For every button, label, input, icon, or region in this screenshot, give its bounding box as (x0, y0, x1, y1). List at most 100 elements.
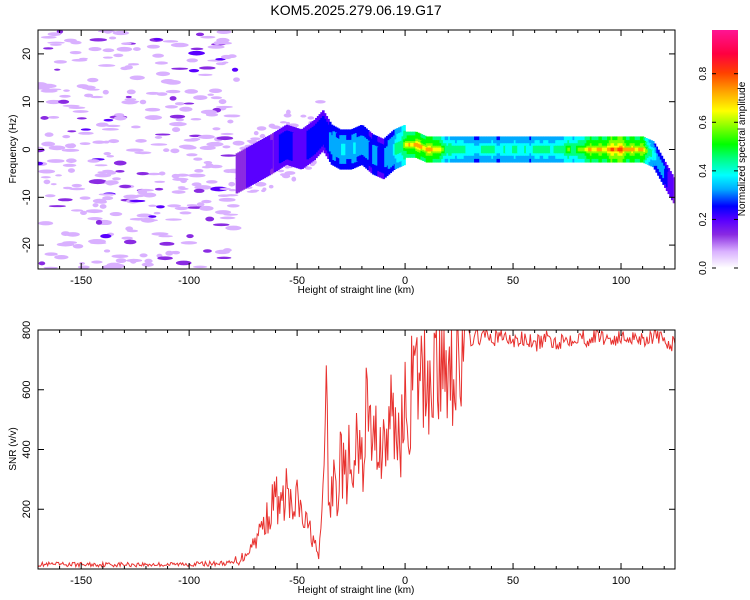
spectrogram-ridge-cell (491, 145, 494, 154)
spectrogram-halo-blob (283, 113, 292, 118)
spectrogram-ridge-cell (489, 145, 493, 154)
spectrogram-ridge-cell (356, 137, 360, 157)
spectrogram-noise-blob (61, 231, 71, 236)
spectrogram-noise-blob (96, 122, 109, 127)
spectrogram-ridge-cell (465, 145, 469, 154)
spectrogram-noise-blob (172, 127, 181, 133)
spectrogram-ridge-cell (439, 147, 443, 152)
spectrogram-ridge-cell (346, 139, 349, 160)
spectrogram-noise-blob (62, 134, 71, 139)
spectrogram-noise-blob (167, 204, 182, 208)
spectrogram-noise-blob (90, 95, 104, 99)
spectrogram-ridge-cell (645, 149, 648, 153)
spectrogram-ridge-cell (651, 150, 655, 158)
spectrogram-marks (38, 30, 675, 269)
spectrogram-noise-blob (210, 186, 228, 192)
spectrogram-noise-blob (101, 128, 119, 131)
spectrogram-noise-blob (115, 170, 125, 173)
spectrogram-noise-blob (190, 118, 202, 121)
spectrogram-noise-blob (180, 178, 187, 184)
spectrogram-noise-blob (40, 116, 49, 120)
spectrogram-noise-blob (43, 179, 51, 185)
spectrogram-noise-blob (129, 75, 145, 81)
spectrogram-noise-blob (106, 262, 122, 268)
snr-x-tick-label: 100 (612, 575, 630, 587)
spectrogram-noise-blob (103, 140, 110, 144)
spectrogram-noise-blob (195, 32, 205, 37)
spectrogram-ridge-cell (301, 134, 304, 164)
spectrogram-noise-blob (102, 89, 109, 95)
spectrogram-ridge-cell (304, 131, 308, 161)
spectrogram-ridge-cell (268, 140, 272, 170)
spectrogram-ridge-cell (413, 142, 417, 147)
spectrogram-ridge-cell (423, 146, 427, 151)
spectrogram-noise-blob (69, 143, 76, 149)
spectrogram-ridge-cell (394, 143, 398, 155)
spectrogram-noise-blob (112, 30, 129, 36)
spectrogram-noise-blob (188, 173, 206, 178)
chart-title: KOM5.2025.279.06.19.G17 (270, 2, 441, 18)
spectrogram-ridge-cell (444, 145, 448, 154)
spectrogram-noise-blob (44, 252, 58, 256)
spectrogram-noise-blob (68, 187, 86, 191)
spectrogram-ridge-cell (586, 147, 589, 152)
spectrogram-noise-blob (212, 223, 230, 227)
spectrogram-noise-blob (38, 85, 50, 90)
spectrogram-noise-blob (134, 151, 152, 155)
spectrogram-noise-blob (95, 219, 103, 225)
spectrogram-ridge-cell (667, 171, 671, 191)
spectrogram-ridge-cell (639, 147, 643, 152)
spectrogram-noise-blob (102, 169, 114, 172)
spectrogram-noise-blob (224, 194, 239, 197)
spectrogram-noise-blob (84, 93, 94, 98)
spectrogram-ridge-cell (493, 145, 496, 154)
spectrogram-noise-blob (177, 187, 189, 190)
spectrogram-ridge-cell (363, 137, 367, 157)
spectrogram-noise-blob (80, 210, 87, 215)
spectrogram-noise-blob (188, 50, 205, 56)
spectrogram-noise-blob (202, 249, 212, 253)
spectrogram-noise-blob (219, 216, 236, 220)
spectrogram-ridge-cell (569, 145, 572, 154)
spectrogram-ridge-cell (294, 133, 297, 162)
spectrogram-ridge-cell (622, 147, 626, 152)
spectrogram-noise-blob (67, 168, 76, 173)
spectrogram-noise-blob (142, 192, 157, 198)
spectrogram-halo-blob (286, 109, 291, 115)
spectrogram-ridge-cell (662, 165, 665, 179)
spectrogram-noise-blob (205, 216, 215, 222)
spectrogram-ridge-cell (408, 142, 412, 147)
spectrogram-ridge-cell (366, 140, 370, 160)
spectrogram-halo-blob (307, 116, 315, 120)
spectrogram-ridge-cell (237, 152, 240, 193)
spectrogram-noise-blob (191, 182, 202, 187)
spectrogram-halo-blob (250, 137, 261, 141)
spectrogram-noise-blob (170, 42, 189, 48)
spectrogram-ridge-cell (332, 136, 335, 156)
colorbar-gradient (712, 30, 738, 268)
spectrogram-ridge-cell (612, 147, 615, 152)
spectrogram-halo-blob (279, 121, 288, 124)
spectrogram-ridge-cell (601, 147, 605, 152)
spectrogram-ridge-cell (496, 145, 500, 154)
spectrogram-ridge-cell (306, 130, 310, 160)
spectrogram-ridge-cell (563, 145, 567, 154)
spectrogram-ridge-cell (588, 147, 591, 152)
spectrogram-ridge-cell (653, 152, 657, 161)
spectrogram-noise-blob (111, 266, 122, 269)
spectrogram-ridge-cell (327, 129, 330, 149)
spectrogram-noise-blob (175, 173, 190, 177)
spectrogram-noise-blob (112, 177, 121, 181)
spectrogram-noise-blob (78, 131, 94, 135)
spectrogram-ridge-cell (265, 142, 268, 172)
spectrogram-ridge-cell (308, 134, 311, 154)
spectrogram-x-tick-label: -150 (70, 275, 92, 287)
spectrogram-noise-blob (213, 41, 221, 46)
spectrogram-ridge-cell (534, 145, 538, 154)
spectrogram-ridge-cell (458, 145, 462, 154)
spectrogram-ridge-cell (574, 145, 577, 154)
spectrogram-noise-blob (77, 265, 90, 269)
spectrogram-ridge-cell (453, 145, 456, 154)
spectrogram-halo-blob (277, 169, 285, 173)
